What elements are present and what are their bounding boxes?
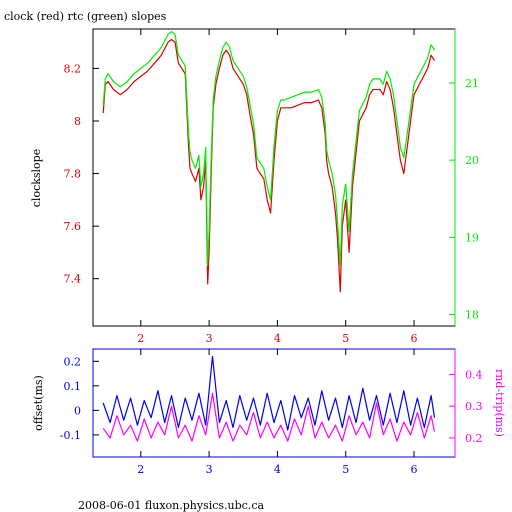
top-chart-title: clock (red) rtc (green) slopes <box>4 10 167 23</box>
bottom-x-tick-label: 6 <box>411 463 418 476</box>
top-y-tick-label: 8.2 <box>64 62 82 75</box>
bottom-x-tick-label: 2 <box>137 463 144 476</box>
bottom-y-tick-label: 0.2 <box>64 355 82 368</box>
top-y2-tick-label: 18 <box>465 308 479 321</box>
top-series-clock-line <box>102 38 436 293</box>
clock-rtc-slope-chart: 2 3 4 5 6 7.4 7.6 7.8 8 8.2 18 19 20 21 clockslope <box>30 28 479 345</box>
top-plot-frame <box>92 28 456 327</box>
top-y2-tick-label: 20 <box>465 154 479 167</box>
top-x-tick-label: 3 <box>206 332 213 345</box>
top-ticks-layer: 2 3 4 5 6 7.4 7.6 7.8 8 8.2 18 19 20 21 <box>64 29 479 345</box>
bottom-x-tick-label: 3 <box>206 463 213 476</box>
bottom-y2-axis-label: rnd-trip(ms) <box>493 369 506 437</box>
bottom-series-offset-line <box>102 355 436 431</box>
top-y-tick-label: 8 <box>74 115 81 128</box>
bottom-y2-tick-label: 0.4 <box>465 368 483 381</box>
top-series-layer <box>102 31 436 293</box>
top-x-tick-label: 6 <box>411 332 418 345</box>
bottom-y-tick-label: 0.1 <box>64 380 82 393</box>
top-y-tick-label: 7.6 <box>64 220 82 233</box>
footer-text: 2008-06-01 fluxon.physics.ubc.ca <box>78 499 264 512</box>
bottom-y2-tick-label: 0.2 <box>465 432 483 445</box>
top-y2-tick-label: 21 <box>465 77 479 90</box>
bottom-ticks-layer: 2 3 4 5 6 -0.1 0 0.1 0.2 0.2 0.3 0.4 <box>60 349 483 476</box>
top-x-tick-label: 4 <box>274 332 281 345</box>
top-x-tick-label: 2 <box>137 332 144 345</box>
offset-roundtrip-chart: 2 3 4 5 6 -0.1 0 0.1 0.2 0.2 0.3 0.4 offset(ms) rnd… <box>32 348 506 476</box>
bottom-y-tick-label: -0.1 <box>60 429 81 442</box>
bottom-y2-tick-label: 0.3 <box>465 400 483 413</box>
top-x-tick-label: 5 <box>342 332 349 345</box>
top-y-axis-label: clockslope <box>30 149 43 207</box>
top-y-tick-label: 7.4 <box>64 273 82 286</box>
top-y-tick-label: 7.8 <box>64 168 82 181</box>
bottom-x-tick-label: 5 <box>342 463 349 476</box>
bottom-series-rnd-trip-line <box>102 392 436 442</box>
bottom-y-tick-label: 0 <box>74 404 81 417</box>
top-series-rtc-line <box>102 31 436 267</box>
bottom-y-axis-label: offset(ms) <box>32 375 45 431</box>
top-y2-tick-label: 19 <box>465 231 479 244</box>
bottom-series-layer <box>102 355 436 442</box>
bottom-x-tick-label: 4 <box>274 463 281 476</box>
